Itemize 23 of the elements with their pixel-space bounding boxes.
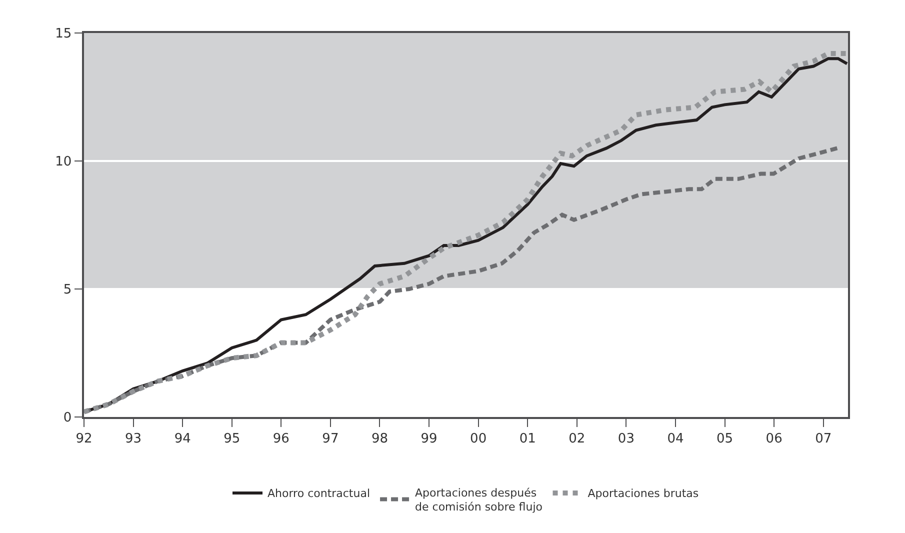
x-tick-label: 93 — [125, 431, 142, 446]
y-tick-label: 15 — [55, 26, 72, 42]
x-tick-label: 05 — [716, 431, 734, 446]
x-tick-label: 00 — [470, 431, 487, 446]
legend-label: Aportaciones brutas — [588, 487, 699, 500]
legend-label: Aportaciones después de comisión sobre flujo — [415, 486, 543, 514]
x-tick-label: 95 — [224, 431, 240, 446]
y-tick-label: 10 — [55, 154, 72, 170]
x-tick-label: 99 — [420, 431, 438, 446]
x-tick-label: 98 — [371, 431, 388, 446]
x-tick-label: 06 — [766, 431, 782, 446]
x-tick-label: 94 — [174, 431, 191, 446]
x-tick-label: 02 — [568, 431, 586, 446]
x-tick-label: 04 — [667, 431, 684, 446]
x-tick-label: 07 — [815, 431, 832, 446]
legend-label: Ahorro contractual — [268, 487, 370, 500]
y-tick-label: 0 — [63, 410, 72, 426]
x-tick-label: 03 — [618, 431, 634, 446]
y-tick-label: 5 — [63, 282, 72, 298]
x-tick-label: 01 — [519, 431, 536, 446]
x-tick-label: 92 — [76, 431, 92, 446]
x-tick-label: 97 — [322, 431, 339, 446]
x-tick-label: 96 — [272, 431, 290, 446]
